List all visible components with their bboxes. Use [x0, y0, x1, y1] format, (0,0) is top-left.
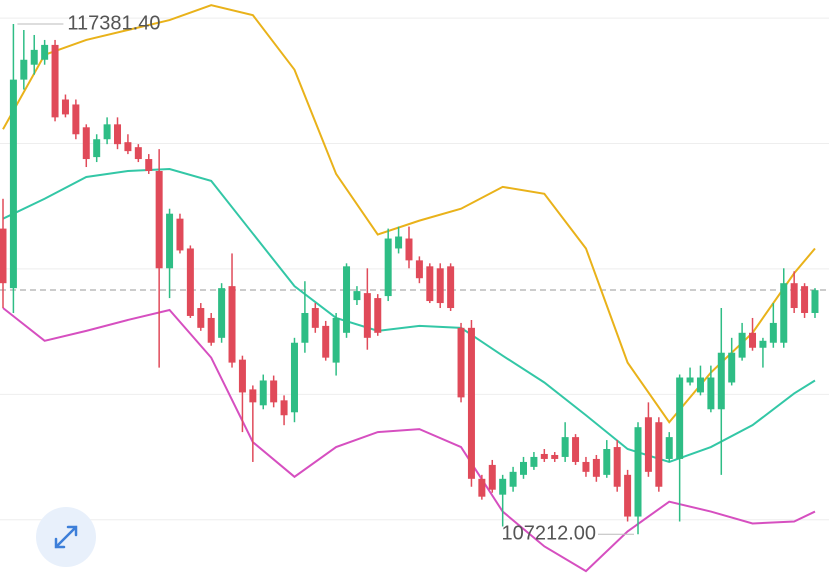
candle-body: [676, 377, 684, 459]
candle-body: [155, 170, 163, 269]
candle-body: [780, 283, 788, 343]
candle-body: [301, 312, 309, 343]
candle-body: [436, 268, 444, 304]
band-line: [2, 167, 816, 464]
candle-body: [363, 293, 371, 338]
candle-body: [353, 291, 361, 301]
candle-body: [488, 464, 496, 490]
candle-body: [655, 422, 663, 487]
candle-body: [280, 400, 288, 416]
candle-body: [186, 248, 194, 316]
expand-icon[interactable]: [54, 525, 78, 549]
candle-body: [20, 59, 28, 80]
candle-body: [228, 286, 236, 363]
band-line: [2, 307, 816, 573]
candle-body: [467, 327, 475, 479]
candle-body: [696, 377, 704, 393]
candle-body: [93, 139, 101, 158]
candle-body: [478, 478, 486, 497]
min-label: 107212.00: [501, 523, 596, 545]
candle-body: [9, 79, 17, 289]
candle-body: [103, 124, 111, 140]
candle-body: [238, 359, 246, 393]
candle-body: [540, 453, 548, 459]
candle-body: [707, 377, 715, 410]
candle-body: [572, 437, 580, 462]
candle-body: [249, 389, 257, 403]
candle-body: [759, 340, 767, 348]
candle-body: [749, 332, 757, 348]
candle-body: [790, 283, 798, 309]
band-line: [2, 4, 816, 424]
candle-body: [644, 417, 652, 472]
candle-body: [447, 266, 455, 309]
candle-body: [811, 290, 819, 313]
expand-button[interactable]: [36, 507, 96, 567]
candle-body: [134, 147, 142, 160]
candle-body: [634, 427, 642, 517]
candle-body: [665, 437, 673, 459]
candle-body: [728, 352, 736, 383]
candle-body: [82, 127, 90, 160]
candle-body: [499, 478, 507, 495]
candle-body: [374, 298, 382, 333]
candle-body: [613, 447, 621, 487]
candle-body: [218, 288, 226, 338]
candle-body: [582, 461, 590, 472]
candle-body: [551, 454, 559, 459]
candle-body: [166, 213, 174, 269]
candle-body: [207, 317, 215, 343]
candle-body: [0, 228, 7, 284]
candle-body: [686, 377, 694, 383]
max-label: 117381.40: [67, 12, 160, 34]
candle-body: [72, 104, 80, 135]
candle-body: [176, 218, 184, 251]
candle-body: [30, 49, 38, 65]
candle-body: [801, 286, 809, 313]
candle-body: [395, 236, 403, 249]
candle-body: [769, 322, 777, 343]
candle-body: [51, 44, 59, 118]
candle-body: [520, 461, 527, 475]
candle-body: [124, 142, 132, 152]
candle-body: [592, 458, 600, 477]
candle-body: [259, 380, 267, 406]
candle-body: [738, 332, 746, 358]
candle-body: [405, 238, 413, 261]
candle-body: [322, 325, 330, 358]
candle-body: [145, 159, 153, 171]
candle-body: [384, 238, 392, 297]
candle-body: [415, 260, 423, 279]
candle-body: [343, 266, 351, 333]
candle-body: [61, 99, 69, 115]
candle-body: [509, 471, 517, 487]
candle-body: [41, 44, 49, 60]
candle-body: [311, 308, 319, 328]
candle-body: [603, 449, 611, 475]
candle-body: [426, 266, 434, 302]
candle-body: [561, 437, 569, 457]
candle-body: [114, 124, 122, 145]
candle-body: [457, 327, 465, 398]
candle-body: [530, 456, 538, 467]
candle-body: [332, 317, 340, 363]
candle-body: [197, 308, 205, 328]
candle-body: [717, 352, 725, 410]
candle-body: [270, 380, 278, 403]
candle-body: [290, 342, 298, 413]
candle-body: [624, 474, 632, 517]
